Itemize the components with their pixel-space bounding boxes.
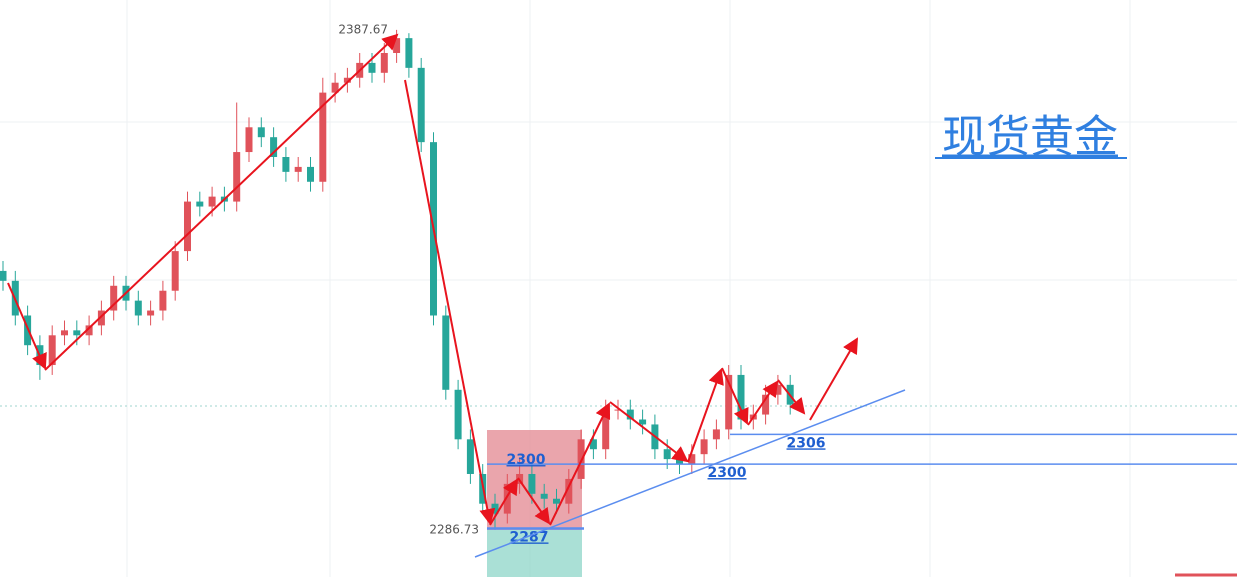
candle-body	[147, 310, 155, 316]
candle-body	[196, 201, 204, 207]
candle-body	[454, 389, 462, 440]
candle-body	[700, 439, 708, 455]
candle-body	[343, 77, 351, 83]
candle-body	[688, 454, 696, 465]
candle-body	[540, 493, 548, 499]
candle-body	[442, 315, 450, 390]
candle-body	[270, 137, 278, 158]
candle-body	[85, 325, 93, 336]
candle-body	[331, 82, 339, 93]
candle-body	[48, 335, 56, 366]
candle-body	[233, 152, 241, 202]
candle-body	[307, 166, 314, 182]
candle-body	[762, 394, 770, 415]
candle-body	[380, 52, 388, 73]
candle-body	[528, 473, 536, 494]
candle-body	[184, 201, 191, 252]
candle-body	[0, 270, 7, 281]
candle-body	[405, 38, 413, 68]
candle-body	[171, 251, 179, 291]
candle-body	[639, 419, 647, 425]
candle-body	[319, 92, 327, 182]
low-label: 2286.73	[429, 522, 479, 536]
reward-box	[487, 530, 582, 577]
candle-body	[282, 157, 290, 172]
candle-body	[61, 330, 68, 336]
levels: 2306 2300 2300 2287	[487, 433, 1237, 545]
candle-body	[97, 310, 105, 326]
level-label: 2287	[510, 529, 549, 545]
candle-body	[614, 409, 622, 411]
candle-body	[368, 62, 376, 73]
candle-body	[73, 330, 81, 336]
candle-body	[712, 429, 720, 440]
candle-body	[602, 409, 610, 450]
candle-body	[503, 483, 511, 514]
candle-body	[725, 374, 733, 430]
candle-body	[553, 498, 560, 504]
candle-body	[663, 449, 671, 460]
candle-body	[589, 439, 597, 450]
candle-body	[466, 439, 474, 474]
candle-body	[257, 127, 265, 138]
chart-title: 现货黄金	[942, 112, 1118, 163]
candle-body	[565, 478, 573, 504]
trend-line	[474, 389, 906, 558]
high-label: 2387.67	[338, 22, 388, 36]
candle-body	[134, 300, 142, 316]
candle-body	[110, 285, 118, 311]
candle-body	[159, 290, 167, 311]
candle-body	[417, 67, 425, 143]
candle-body	[737, 374, 745, 420]
candle-body	[208, 196, 216, 207]
candle-body	[245, 127, 253, 153]
candle-body	[626, 409, 634, 420]
level-label: 2300	[708, 465, 747, 481]
level-label: 2300	[507, 452, 546, 468]
candle-body	[774, 384, 782, 395]
candle-body	[294, 166, 302, 172]
candle-body	[393, 38, 401, 53]
level-label: 2306	[787, 435, 826, 451]
arrows	[7, 33, 859, 526]
